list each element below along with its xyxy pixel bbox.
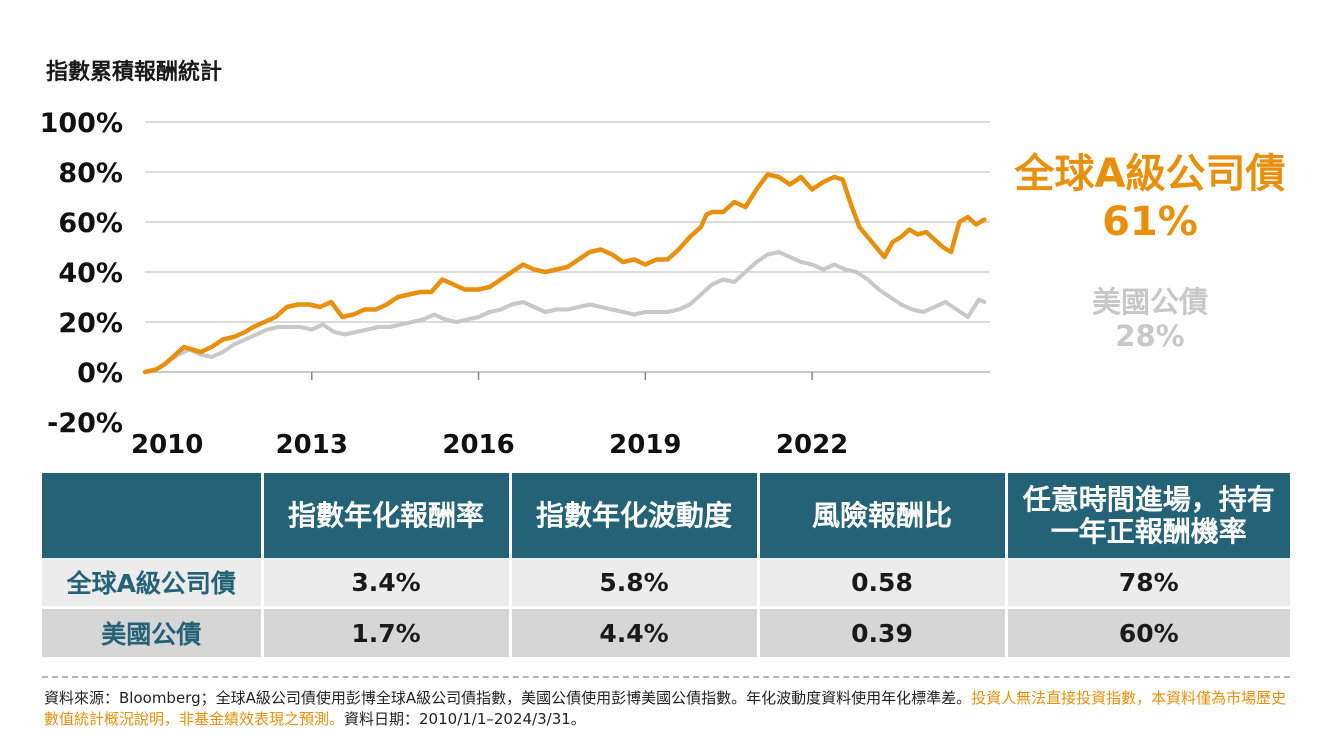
series-label-global-value: 61% <box>1102 199 1198 245</box>
table-header-annual-return: 指數年化報酬率 <box>260 473 510 558</box>
table-cell: 3.4% <box>260 558 510 609</box>
row-name-global: 全球A級公司債 <box>42 558 262 609</box>
table-header-empty <box>42 473 262 558</box>
y-tick-label: 60% <box>58 208 123 239</box>
row-name-us: 美國公債 <box>42 607 262 657</box>
table-cell: 0.39 <box>756 607 1006 657</box>
series-label-us-name: 美國公債 <box>1091 285 1208 319</box>
x-tick-label: 2019 <box>609 430 681 460</box>
table-cell: 78% <box>1004 558 1290 609</box>
x-tick-label: 2013 <box>276 430 348 460</box>
series-label-us-value: 28% <box>1115 319 1185 353</box>
y-tick-label: 0% <box>77 358 123 389</box>
x-tick-label: 2010 <box>131 430 203 460</box>
y-tick-label: 80% <box>58 158 123 189</box>
table-row: 美國公債 1.7% 4.4% 0.39 60% <box>42 607 1290 657</box>
y-axis-ticks: -20% 0% 20% 40% 60% 80% 100% <box>40 108 123 439</box>
y-tick-label: -20% <box>47 408 123 439</box>
divider <box>42 676 1290 678</box>
table-cell: 0.58 <box>756 558 1006 609</box>
line-chart: -20%0%20%40%60%80%100% 2010 2013 2016 2019 2… <box>40 108 990 460</box>
table-cell: 60% <box>1004 607 1290 657</box>
table-cell: 4.4% <box>508 607 758 657</box>
table-cell: 5.8% <box>508 558 758 609</box>
series-line-us <box>143 250 987 374</box>
y-tick-label: 20% <box>58 308 123 339</box>
x-tick-label: 2022 <box>776 430 848 460</box>
chart-grid <box>145 121 990 373</box>
series-label-global-name: 全球A級公司債 <box>1014 151 1286 197</box>
x-tick-label: 2016 <box>442 430 514 460</box>
series-label-global: 全球A級公司債 61% <box>1000 150 1300 246</box>
table-header-risk-return-ratio: 風險報酬比 <box>756 473 1006 558</box>
chart-title: 指數累積報酬統計 <box>46 60 223 85</box>
y-tick-label: 40% <box>58 258 123 289</box>
table-header-annual-volatility: 指數年化波動度 <box>508 473 758 558</box>
x-axis-ticks: 2010 2013 2016 2019 2022 <box>131 372 848 460</box>
table-row: 全球A級公司債 3.4% 5.8% 0.58 78% <box>42 558 1290 609</box>
table-header-positive-return-probability: 任意時間進場，持有一年正報酬機率 <box>1004 473 1290 558</box>
footnote-date: 資料日期：2010/1/1–2024/3/31。 <box>344 710 586 728</box>
footnote: 資料來源：Bloomberg；全球A級公司債使用彭博全球A級公司債指數，美國公債… <box>44 688 1294 730</box>
footnote-disclaimer: 投資人無法直接投資指數，本資料僅為市場歷史數值統計概況說明，非基金績效表現之預測… <box>44 689 1287 728</box>
table-cell: 1.7% <box>260 607 510 657</box>
footnote-source: 資料來源：Bloomberg；全球A級公司債使用彭博全球A級公司債指數，美國公債… <box>44 689 972 707</box>
stats-table: 指數年化報酬率 指數年化波動度 風險報酬比 任意時間進場，持有一年正報酬機率 全… <box>42 473 1290 657</box>
series-label-us: 美國公債 28% <box>1030 285 1270 353</box>
chart-series <box>142 172 987 375</box>
table-header-row: 指數年化報酬率 指數年化波動度 風險報酬比 任意時間進場，持有一年正報酬機率 <box>42 473 1290 558</box>
series-line-global <box>142 172 987 375</box>
y-tick-label: 100% <box>40 108 123 139</box>
